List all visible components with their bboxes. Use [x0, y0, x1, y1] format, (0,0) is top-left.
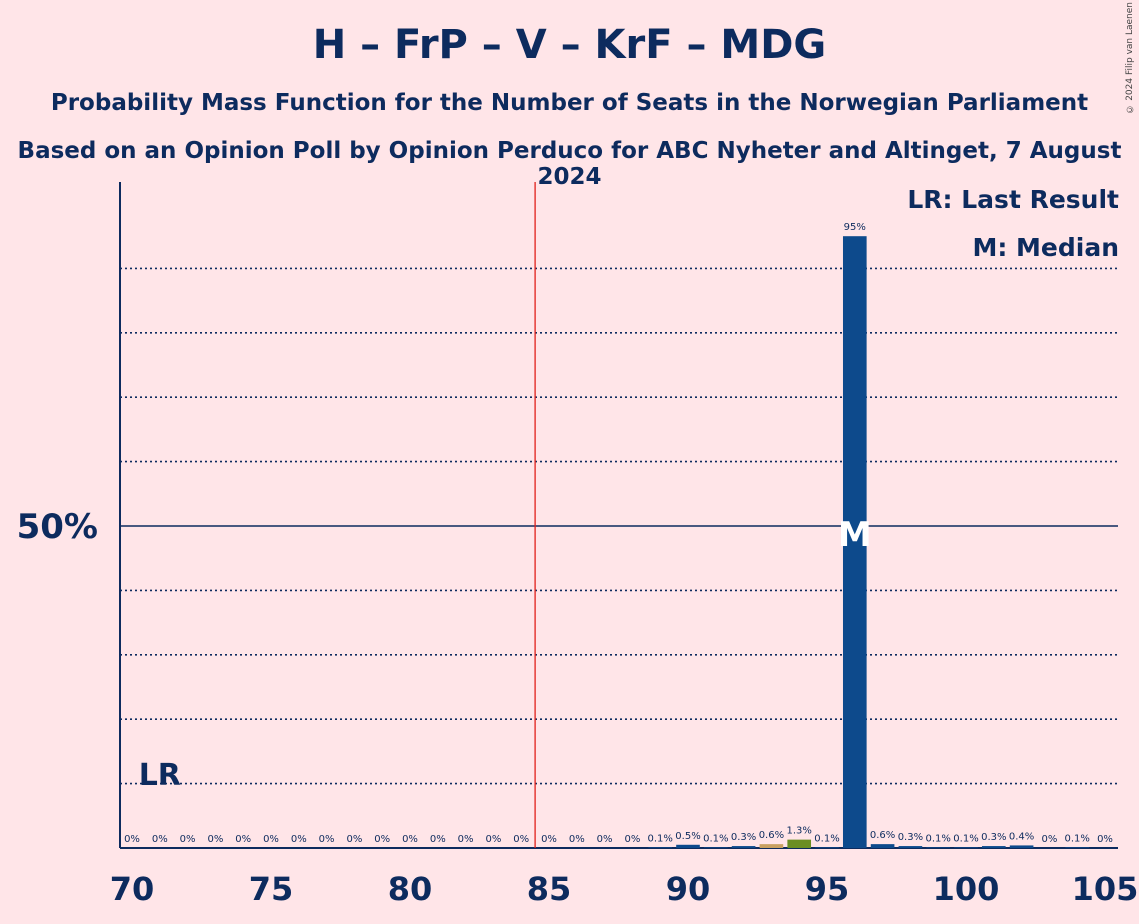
- x-tick-label: 95: [805, 870, 850, 908]
- x-tick-label: 70: [110, 870, 155, 908]
- data-label: 0%: [180, 834, 196, 845]
- data-label: 0%: [513, 834, 529, 845]
- x-tick-label: 100: [933, 870, 1000, 908]
- chart-title: H – FrP – V – KrF – MDG: [312, 22, 827, 68]
- data-label: 0%: [541, 834, 557, 845]
- data-label: 0%: [291, 834, 307, 845]
- data-label: 0%: [263, 834, 279, 845]
- data-label: 0%: [458, 834, 474, 845]
- chart-source: Based on an Opinion Poll by Opinion Perd…: [17, 138, 1122, 190]
- data-label: 0.6%: [870, 830, 895, 841]
- data-label: 0.1%: [925, 833, 950, 844]
- data-label: 0.1%: [953, 833, 978, 844]
- bar: [787, 839, 812, 848]
- data-label: 95%: [844, 222, 866, 233]
- data-label: 0%: [319, 834, 335, 845]
- data-label: 1.3%: [786, 826, 811, 837]
- data-label: 0.1%: [814, 833, 839, 844]
- data-label: 0%: [374, 834, 390, 845]
- bar: [1065, 847, 1090, 848]
- x-tick-label: 75: [249, 870, 294, 908]
- data-label: 0%: [597, 834, 613, 845]
- x-tick-label: 90: [666, 870, 711, 908]
- data-label: 0.3%: [731, 832, 756, 843]
- data-label: 0%: [152, 834, 168, 845]
- data-label: 0%: [207, 834, 223, 845]
- last-result-marker: LR: [139, 758, 181, 793]
- bar: [1009, 845, 1034, 848]
- bar: [815, 847, 839, 848]
- bar: [842, 236, 867, 848]
- bar: [759, 844, 784, 848]
- x-tick-label: 105: [1072, 870, 1139, 908]
- data-label: 0%: [402, 834, 418, 845]
- data-label: 0.1%: [703, 833, 728, 844]
- bar: [648, 847, 673, 848]
- data-label: 0.5%: [675, 831, 700, 842]
- data-label: 0%: [1041, 834, 1057, 845]
- x-tick-label: 80: [388, 870, 433, 908]
- legend-last-result: LR: Last Result: [907, 185, 1119, 214]
- bar: [954, 847, 978, 848]
- bar: [981, 846, 1006, 848]
- data-label: 0%: [485, 834, 501, 845]
- bar: [676, 844, 700, 848]
- data-label: 0%: [624, 834, 640, 845]
- data-label: 0.6%: [759, 830, 784, 841]
- data-label: 0%: [124, 834, 140, 845]
- data-label: 0.4%: [1009, 831, 1034, 842]
- data-label: 0.1%: [1064, 833, 1089, 844]
- bar: [926, 847, 951, 848]
- data-label: 0%: [1097, 834, 1113, 845]
- median-marker: M: [838, 515, 872, 555]
- x-tick-label: 85: [527, 870, 572, 908]
- y-tick-label: 50%: [17, 507, 98, 547]
- data-label: 0.1%: [647, 833, 672, 844]
- bar: [731, 846, 756, 848]
- data-label: 0.3%: [981, 832, 1006, 843]
- data-label: 0.3%: [898, 832, 923, 843]
- data-label: 0%: [569, 834, 585, 845]
- data-label: 0%: [346, 834, 362, 845]
- chart-subtitle: Probability Mass Function for the Number…: [50, 90, 1089, 116]
- bar: [870, 844, 895, 848]
- legend-median: M: Median: [972, 233, 1119, 262]
- bar: [703, 847, 728, 848]
- data-label: 0%: [430, 834, 446, 845]
- bar: [898, 846, 923, 848]
- data-label: 0%: [235, 834, 251, 845]
